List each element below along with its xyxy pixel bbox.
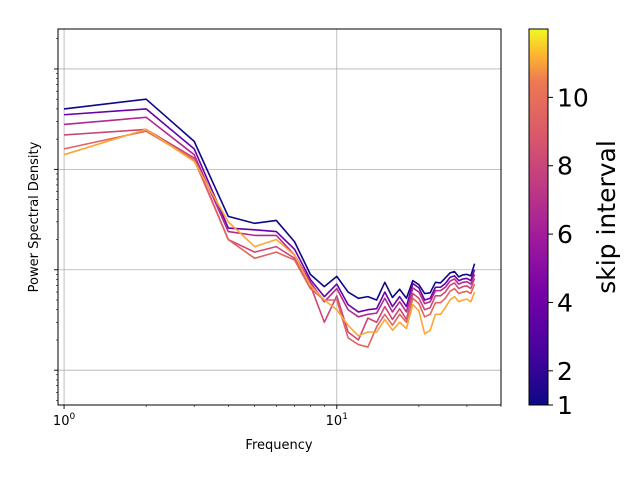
series-line-3 xyxy=(64,116,476,318)
grid-lines xyxy=(58,29,501,405)
series-lines xyxy=(63,98,476,348)
y-axis-label: Power Spectral Density xyxy=(27,141,42,292)
series-line-5 xyxy=(63,130,476,348)
series-line-4 xyxy=(64,128,476,341)
colorbar-tick-label: 1 xyxy=(557,391,573,420)
series-line-1 xyxy=(63,98,476,301)
colorbar-tick-label: 6 xyxy=(557,220,573,249)
colorbar xyxy=(528,28,549,406)
axis-ticks: 100 101 xyxy=(53,38,502,429)
colorbar-tick-label: 4 xyxy=(557,288,573,317)
colorbar-label: skip interval xyxy=(592,140,621,294)
x-tick-label: 101 xyxy=(326,412,348,429)
colorbar-tick-label: 8 xyxy=(557,152,573,181)
colorbar-tick-label: 10 xyxy=(557,83,589,112)
series-line-6 xyxy=(63,128,476,337)
series-line-2 xyxy=(64,108,476,313)
x-axis-label: Frequency xyxy=(245,438,312,453)
colorbar-ticks: 1 2 4 6 8 10 xyxy=(548,83,589,420)
plot-frame xyxy=(57,28,502,406)
x-tick-label: 100 xyxy=(53,412,76,429)
colorbar-tick-label: 2 xyxy=(557,357,573,386)
